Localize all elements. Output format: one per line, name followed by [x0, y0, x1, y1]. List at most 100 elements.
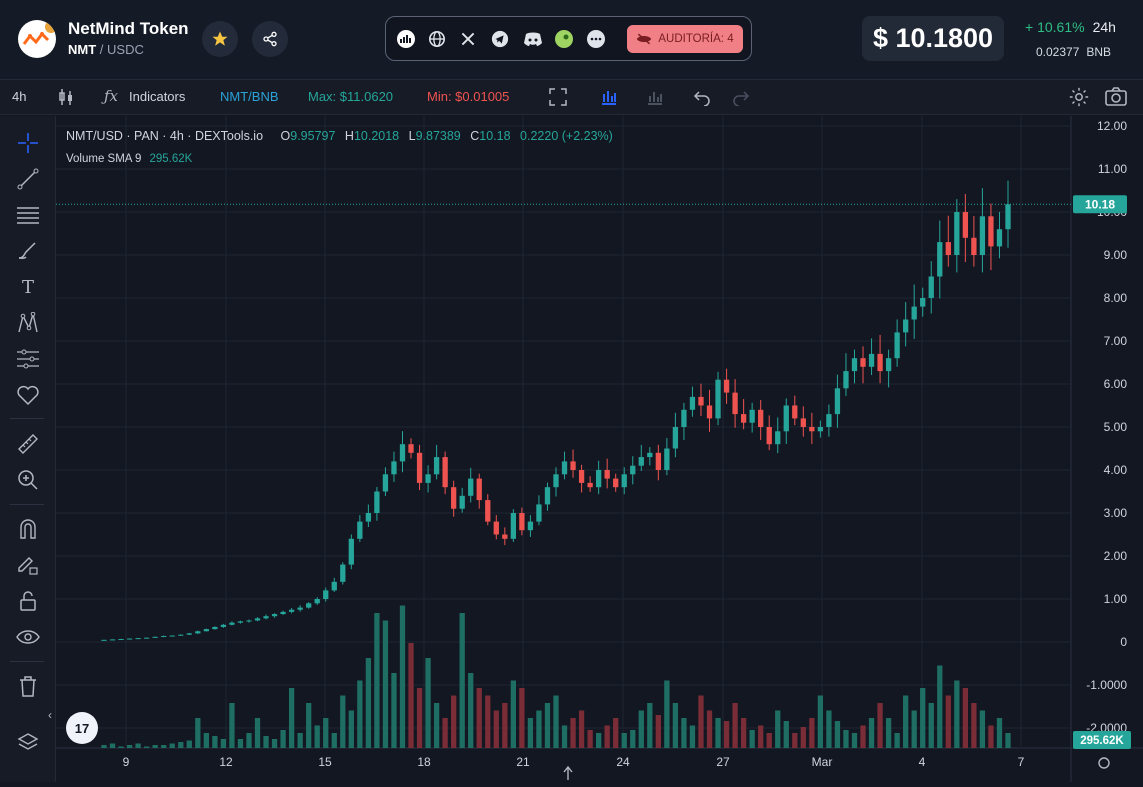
- settings-gear-icon[interactable]: [1068, 86, 1090, 111]
- candle-body: [988, 216, 994, 247]
- volume-tag-label: 295.62K: [1080, 735, 1124, 747]
- favorite-button[interactable]: [202, 21, 238, 57]
- chart-logo-icon[interactable]: [396, 29, 416, 49]
- candle-body: [263, 616, 269, 619]
- trash-icon[interactable]: [14, 673, 42, 699]
- candle-body: [758, 409, 764, 427]
- volume-bar: [903, 695, 909, 748]
- candle-body: [109, 639, 116, 641]
- star-icon: [212, 31, 228, 46]
- tool-separator: [10, 661, 44, 662]
- volume-bar: [732, 703, 738, 748]
- candle-body: [306, 603, 312, 608]
- camera-icon[interactable]: [1104, 86, 1128, 111]
- brush-icon[interactable]: [14, 238, 42, 264]
- telegram-icon[interactable]: [490, 29, 510, 49]
- candle-body: [416, 452, 423, 483]
- volume-bar: [578, 710, 585, 748]
- scroll-up-icon: [563, 765, 573, 780]
- y-tick-label: 3.00: [1104, 506, 1128, 520]
- volume-bar: [468, 673, 474, 748]
- volume-bar: [451, 695, 457, 748]
- candle-body: [186, 633, 192, 635]
- volume-bar: [868, 718, 875, 748]
- fx-icon[interactable]: ƒx: [104, 87, 119, 105]
- fullscreen-icon[interactable]: [549, 88, 567, 109]
- volume-bar: [357, 680, 363, 748]
- discord-icon[interactable]: [523, 29, 543, 49]
- x-icon[interactable]: [458, 29, 478, 49]
- ruler-icon[interactable]: [14, 431, 42, 457]
- trendline-icon[interactable]: [14, 166, 42, 192]
- heart-icon[interactable]: [14, 382, 42, 408]
- x-tick-label: Mar: [812, 755, 833, 769]
- candle-body: [101, 639, 107, 641]
- volume-bar: [613, 718, 619, 748]
- chart-canvas[interactable]: 12.0011.0010.009.008.007.006.005.004.003…: [56, 116, 1143, 782]
- horizontal-lines-icon[interactable]: [14, 202, 42, 228]
- current-price: $ 10.1800: [862, 16, 1004, 61]
- volume-bar: [655, 715, 661, 748]
- volume-bar: [894, 733, 900, 748]
- candle-body: [468, 478, 474, 496]
- volume-bar: [920, 688, 926, 748]
- x-tick-label: 15: [318, 755, 332, 769]
- candle-body: [672, 427, 679, 449]
- social-links-bar: AUDITORÍA: 4: [385, 16, 752, 61]
- volume-bar: [118, 746, 124, 748]
- lock-icon[interactable]: [14, 588, 42, 614]
- volume-bar: [664, 680, 670, 748]
- volume-bar: [783, 721, 789, 748]
- y-tick-label: 7.00: [1104, 334, 1128, 348]
- lock-draw-icon[interactable]: [14, 552, 42, 578]
- candle-body: [502, 534, 508, 539]
- candle-body: [382, 474, 389, 492]
- volume-bar: [220, 739, 227, 748]
- volume-bar: [510, 680, 517, 748]
- pair-switch-link[interactable]: NMT/BNB: [220, 89, 279, 104]
- volume-legend: Volume SMA 9 295.62K: [66, 153, 192, 165]
- volume-bar: [860, 725, 866, 748]
- zoom-icon[interactable]: [14, 467, 42, 493]
- eye-icon[interactable]: [14, 624, 42, 650]
- volume-bar: [323, 718, 329, 748]
- volume-bar: [340, 695, 346, 748]
- audit-label: AUDITORÍA: 4: [658, 33, 734, 45]
- indicators-button[interactable]: Indicators: [129, 89, 186, 104]
- candle-type-icon[interactable]: [58, 88, 74, 109]
- volume-bar: [126, 745, 133, 748]
- pattern-icon[interactable]: [14, 310, 42, 336]
- interval-selector[interactable]: 4h: [12, 89, 27, 104]
- candle-body: [323, 590, 329, 599]
- layers-icon[interactable]: [14, 730, 42, 756]
- globe-icon[interactable]: [427, 29, 447, 49]
- candle-body: [595, 470, 602, 488]
- pair-separator: /: [96, 42, 108, 57]
- more-icon[interactable]: [586, 29, 606, 49]
- volume-bar: [263, 736, 269, 748]
- coin-icon[interactable]: [554, 29, 574, 49]
- candle-body: [638, 457, 644, 466]
- volume-tag: [1073, 731, 1131, 749]
- share-button[interactable]: [252, 21, 288, 57]
- measure-icon[interactable]: [14, 346, 42, 372]
- collapse-chevron-icon[interactable]: ‹: [48, 708, 52, 722]
- volume-bar: [877, 703, 883, 748]
- magnet-icon[interactable]: [14, 516, 42, 542]
- volume-bar: [988, 725, 994, 748]
- x-tick-label: 12: [219, 755, 233, 769]
- candle-body: [894, 332, 900, 359]
- volume-bar: [681, 718, 687, 748]
- audit-button[interactable]: AUDITORÍA: 4: [627, 25, 743, 53]
- volume-bar: [979, 710, 986, 748]
- crosshair-icon[interactable]: [14, 130, 42, 156]
- candle-body: [297, 607, 303, 610]
- area-chart-icon[interactable]: [646, 88, 664, 109]
- bars-chart-icon[interactable]: [600, 88, 618, 109]
- text-icon[interactable]: T: [21, 276, 34, 298]
- candle-body: [374, 491, 380, 513]
- redo-icon[interactable]: [732, 88, 750, 109]
- price-chart[interactable]: 12.0011.0010.009.008.007.006.005.004.003…: [56, 116, 1143, 782]
- undo-icon[interactable]: [693, 88, 711, 109]
- volume-bar: [809, 718, 815, 748]
